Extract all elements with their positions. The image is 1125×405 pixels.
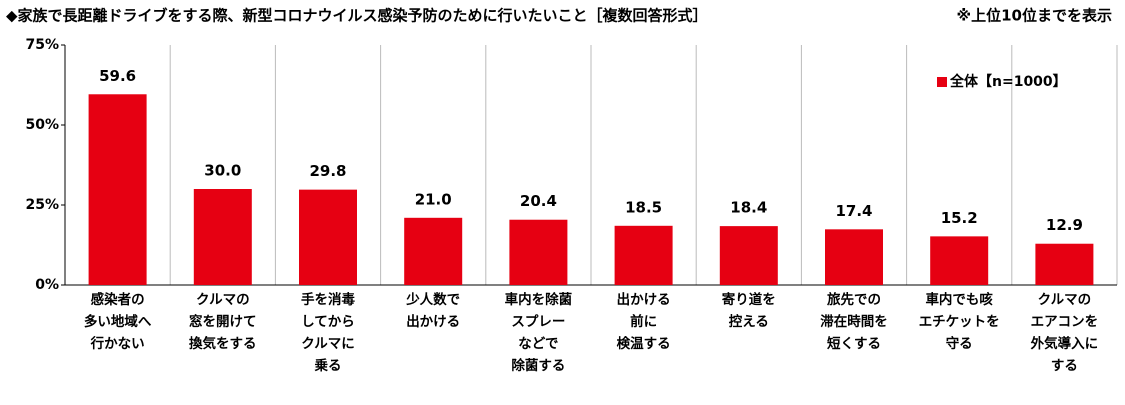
x-tick-label: 車内でも咳 エチケットを 守る <box>918 292 1000 352</box>
bar <box>299 189 357 285</box>
bar <box>88 94 147 285</box>
x-tick-label: 寄り道を 控える <box>721 292 776 330</box>
x-tick-label: 手を消毒 してから クルマに 乗る <box>301 292 355 374</box>
value-label: 15.2 <box>941 209 978 227</box>
bar <box>193 189 252 285</box>
value-label: 17.4 <box>835 202 872 220</box>
bar <box>930 236 989 285</box>
x-tick-label: クルマの エアコンを 外気導入に する <box>1030 292 1099 374</box>
value-label: 21.0 <box>415 190 452 208</box>
value-label: 30.0 <box>204 162 241 180</box>
y-tick-label: 0% <box>35 277 59 293</box>
bar <box>1035 243 1094 285</box>
value-label: 20.4 <box>520 192 557 210</box>
bar <box>825 229 883 285</box>
value-label: 29.8 <box>309 162 346 180</box>
bar <box>719 226 778 285</box>
value-label: 18.5 <box>625 198 662 216</box>
y-tick-label: 75% <box>25 37 59 53</box>
chart-note: ※上位10位までを表示 <box>957 7 1112 25</box>
bar <box>404 217 463 285</box>
value-label: 59.6 <box>99 67 136 85</box>
x-tick-label: 旅先での 滞在時間を 短くする <box>820 292 888 352</box>
value-label: 12.9 <box>1046 216 1083 234</box>
x-tick-label: 車内を除菌 スプレー などで 除菌する <box>504 292 573 374</box>
y-tick-label: 25% <box>25 197 59 213</box>
x-tick-label: クルマの 窓を開けて 換気をする <box>189 292 257 352</box>
y-tick-label: 50% <box>25 117 59 133</box>
x-tick-label: 出かける 前に 検温する <box>616 292 671 352</box>
value-label: 18.4 <box>730 199 767 217</box>
chart-title: ◆家族で長距離ドライブをする際、新型コロナウイルス感染予防のために行いたいこと［… <box>6 7 708 25</box>
legend-label: 全体【n=1000】 <box>949 73 1067 90</box>
legend-swatch <box>937 77 947 87</box>
x-tick-label: 少人数で 出かける <box>406 292 461 330</box>
bar <box>614 225 673 285</box>
x-tick-label: 感染者の 多い地域へ 行かない <box>83 292 152 352</box>
bar <box>509 219 568 285</box>
